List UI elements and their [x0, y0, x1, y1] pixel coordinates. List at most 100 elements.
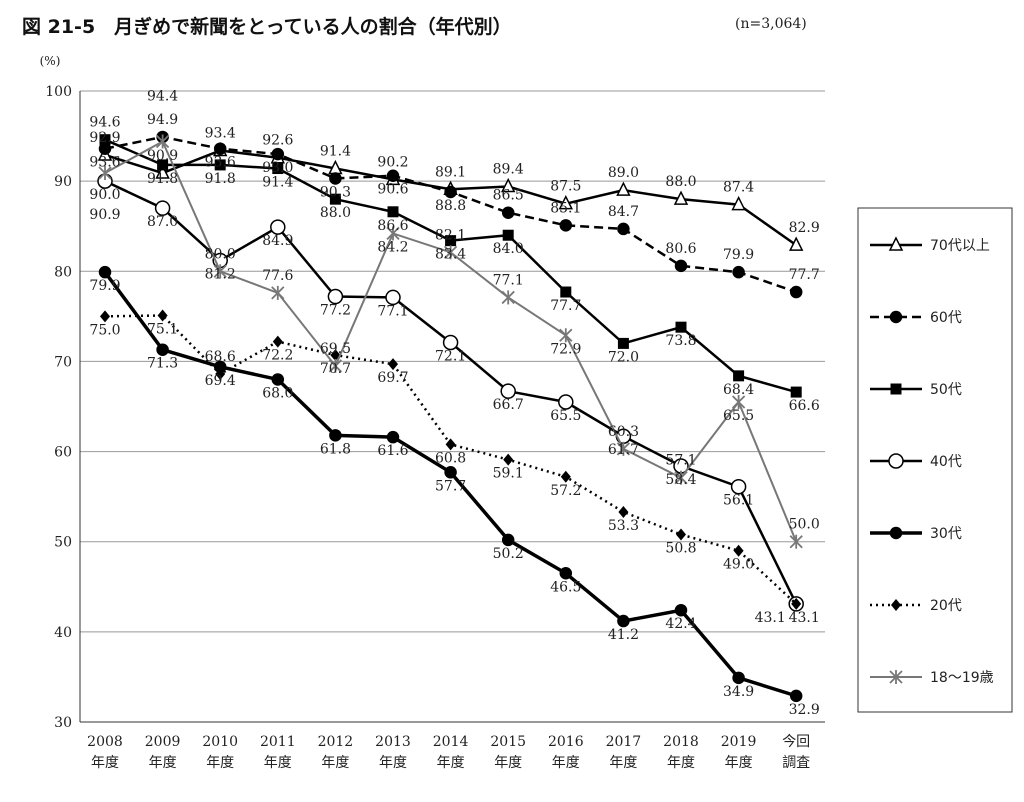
data-label: 75.0: [89, 322, 120, 338]
data-point: [157, 159, 169, 171]
x-tick-label: 年度: [379, 755, 407, 771]
series-3: [97, 173, 804, 612]
data-label: 82.1: [435, 227, 466, 243]
data-point: [386, 430, 400, 444]
data-label: 87.0: [147, 214, 178, 230]
legend-marker: [888, 236, 904, 251]
legend-marker: [888, 453, 904, 469]
x-tick-label: 年度: [149, 755, 177, 771]
x-tick-label: 年度: [206, 755, 234, 771]
data-label: 66.7: [493, 397, 524, 413]
data-label: 92.6: [262, 133, 293, 149]
data-label: 80.6: [665, 241, 696, 257]
data-point: [445, 235, 457, 247]
data-label: 81.2: [205, 266, 236, 282]
y-tick-label: 60: [54, 445, 72, 461]
data-point: [616, 181, 631, 196]
data-point: [675, 321, 687, 333]
data-label: 94.6: [89, 115, 120, 131]
data-point: [213, 142, 227, 155]
data-label: 43.1: [789, 610, 820, 626]
data-label: 77.6: [262, 268, 293, 284]
data-point: [730, 478, 747, 495]
legend-label: 60代: [930, 310, 962, 326]
data-label: 77.2: [320, 303, 351, 319]
data-label: 77.7: [550, 298, 581, 314]
x-tick-label: 年度: [494, 755, 522, 771]
data-point: [214, 159, 226, 171]
data-point: [443, 245, 458, 260]
data-label: 53.3: [608, 518, 639, 534]
data-label: 49.0: [723, 557, 754, 573]
legend-label: 30代: [930, 526, 962, 542]
data-label: 94.4: [147, 88, 178, 104]
legend-label: 40代: [930, 454, 962, 470]
data-label: 68.0: [262, 385, 293, 401]
data-point: [617, 614, 630, 628]
data-point: [789, 285, 803, 299]
data-point: [558, 195, 574, 210]
data-point: [215, 368, 226, 381]
data-label: 84.0: [493, 241, 524, 257]
data-label: 56.1: [723, 493, 754, 509]
data-label: 77.1: [377, 303, 408, 319]
data-label: 82.9: [789, 220, 820, 236]
data-label: 75.1: [147, 321, 178, 337]
data-label: 70.7: [320, 361, 351, 377]
data-label: 84.2: [377, 239, 408, 255]
data-point: [674, 470, 688, 485]
data-point: [673, 190, 689, 205]
data-point: [501, 206, 515, 219]
legend-label: 70代以上: [930, 238, 990, 254]
y-tick-label: 80: [54, 264, 72, 280]
x-tick-label: 2019: [721, 734, 757, 750]
data-point: [618, 505, 629, 518]
chart-title: 図 21-5 月ぎめで新聞をとっている人の割合（年代別）: [22, 16, 512, 38]
data-label: 72.0: [608, 349, 639, 365]
series-2: [99, 134, 802, 398]
x-tick-label: 年度: [552, 755, 580, 771]
data-point: [789, 534, 803, 549]
legend-marker: [889, 310, 903, 324]
data-label: 69.5: [320, 341, 351, 357]
data-label: 72.2: [262, 348, 293, 364]
data-label: 83.4: [435, 247, 466, 263]
x-tick-label: 2009: [145, 734, 181, 750]
data-point: [676, 528, 686, 541]
data-point: [271, 147, 285, 161]
legend-box: [857, 207, 1013, 713]
data-label: 72.9: [550, 341, 581, 357]
data-point: [99, 134, 111, 146]
x-tick-label: 年度: [91, 755, 119, 771]
data-point: [327, 288, 344, 305]
data-point: [386, 226, 400, 241]
x-tick-label: 2012: [318, 734, 354, 750]
data-label: 93.6: [205, 155, 236, 171]
data-label: 90.2: [377, 154, 408, 170]
data-label: 79.9: [723, 247, 754, 263]
data-point: [386, 169, 400, 182]
data-point: [559, 567, 573, 580]
legend-marker: [889, 526, 903, 540]
x-tick-label: 2014: [433, 734, 469, 750]
data-point: [270, 219, 286, 235]
x-tick-label: 調査: [782, 755, 810, 771]
legend-label: 18～19歳: [930, 670, 994, 686]
data-point: [616, 441, 631, 456]
legend-marker: [891, 599, 901, 611]
data-label: 87.4: [723, 180, 754, 196]
data-point: [558, 394, 574, 410]
data-label: 42.4: [665, 616, 696, 632]
data-label: 84.9: [262, 233, 293, 249]
legend-marker: [889, 670, 903, 684]
data-point: [560, 286, 572, 298]
data-point: [329, 172, 342, 185]
x-tick-label: 2017: [606, 734, 642, 750]
x-tick-label: 年度: [609, 755, 637, 771]
data-label: 89.0: [608, 165, 639, 181]
x-tick-label: 年度: [321, 755, 349, 771]
data-label: 59.1: [493, 466, 524, 482]
data-label: 91.8: [147, 171, 178, 187]
data-label: 68.6: [205, 349, 236, 365]
data-point: [272, 335, 283, 348]
